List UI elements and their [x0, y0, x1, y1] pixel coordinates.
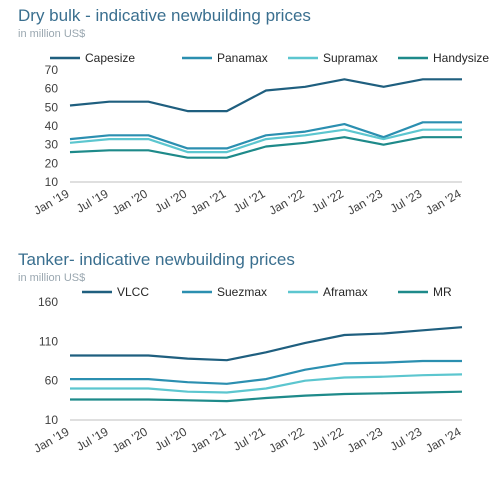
- y-tick-label: 160: [38, 295, 58, 309]
- chart-title: Dry bulk - indicative newbuilding prices: [18, 6, 311, 25]
- x-tick-label: Jan '19: [31, 186, 71, 217]
- y-tick-label: 30: [45, 138, 59, 152]
- legend-label: Capesize: [85, 51, 135, 65]
- x-tick-label: Jul '20: [152, 186, 189, 215]
- series-line-handysize: [69, 136, 462, 159]
- dry-bulk-chart: Dry bulk - indicative newbuilding prices…: [0, 0, 500, 240]
- legend-label: Handysize: [433, 51, 489, 65]
- y-tick-label: 60: [45, 374, 59, 388]
- x-tick-label: Jan '22: [267, 186, 307, 217]
- y-tick-label: 10: [45, 413, 59, 427]
- x-tick-label: Jul '22: [309, 424, 346, 453]
- y-tick-label: 10: [45, 175, 59, 189]
- legend-label: VLCC: [117, 285, 149, 299]
- legend-label: MR: [433, 285, 452, 299]
- chart-subtitle: in million US$: [18, 272, 86, 284]
- legend-label: Panamax: [217, 51, 268, 65]
- x-tick-label: Jul '19: [74, 424, 111, 453]
- y-tick-label: 110: [39, 334, 58, 348]
- chart-subtitle: in million US$: [18, 28, 86, 40]
- x-tick-label: Jan '24: [423, 186, 463, 217]
- series-line-suezmax: [70, 359, 462, 385]
- x-tick-label: Jan '24: [423, 424, 463, 455]
- x-tick-label: Jul '20: [152, 424, 189, 453]
- x-tick-label: Jan '22: [267, 424, 307, 455]
- series-line-panamax: [69, 121, 462, 150]
- legend-label: Supramax: [323, 51, 378, 65]
- series-line-capesize: [69, 78, 462, 113]
- x-tick-label: Jul '21: [231, 186, 268, 215]
- series-line-mr: [70, 390, 463, 403]
- series-line-aframax: [70, 373, 463, 394]
- x-tick-label: Jul '22: [309, 186, 346, 215]
- x-tick-label: Jul '21: [231, 424, 268, 453]
- x-tick-label: Jul '19: [74, 186, 111, 215]
- x-tick-label: Jul '23: [388, 424, 425, 453]
- x-tick-label: Jul '23: [388, 186, 425, 215]
- x-tick-label: Jan '21: [188, 186, 228, 217]
- legend-label: Suezmax: [217, 285, 267, 299]
- y-tick-label: 70: [45, 63, 59, 77]
- x-tick-label: Jan '20: [110, 424, 150, 455]
- y-tick-label: 20: [45, 156, 59, 170]
- x-tick-label: Jan '20: [110, 186, 150, 217]
- series-line-vlcc: [70, 326, 463, 362]
- y-tick-label: 50: [45, 100, 59, 114]
- x-tick-label: Jan '23: [345, 424, 385, 455]
- x-tick-label: Jan '21: [188, 424, 228, 455]
- legend-label: Aframax: [323, 285, 368, 299]
- x-tick-label: Jan '23: [345, 186, 385, 217]
- y-tick-label: 40: [45, 119, 59, 133]
- x-tick-label: Jan '19: [31, 424, 71, 455]
- tanker-chart: Tanker- indicative newbuilding prices in…: [0, 244, 500, 486]
- chart-title: Tanker- indicative newbuilding prices: [18, 250, 295, 269]
- series-line-supramax: [69, 128, 462, 154]
- y-tick-label: 60: [45, 82, 59, 96]
